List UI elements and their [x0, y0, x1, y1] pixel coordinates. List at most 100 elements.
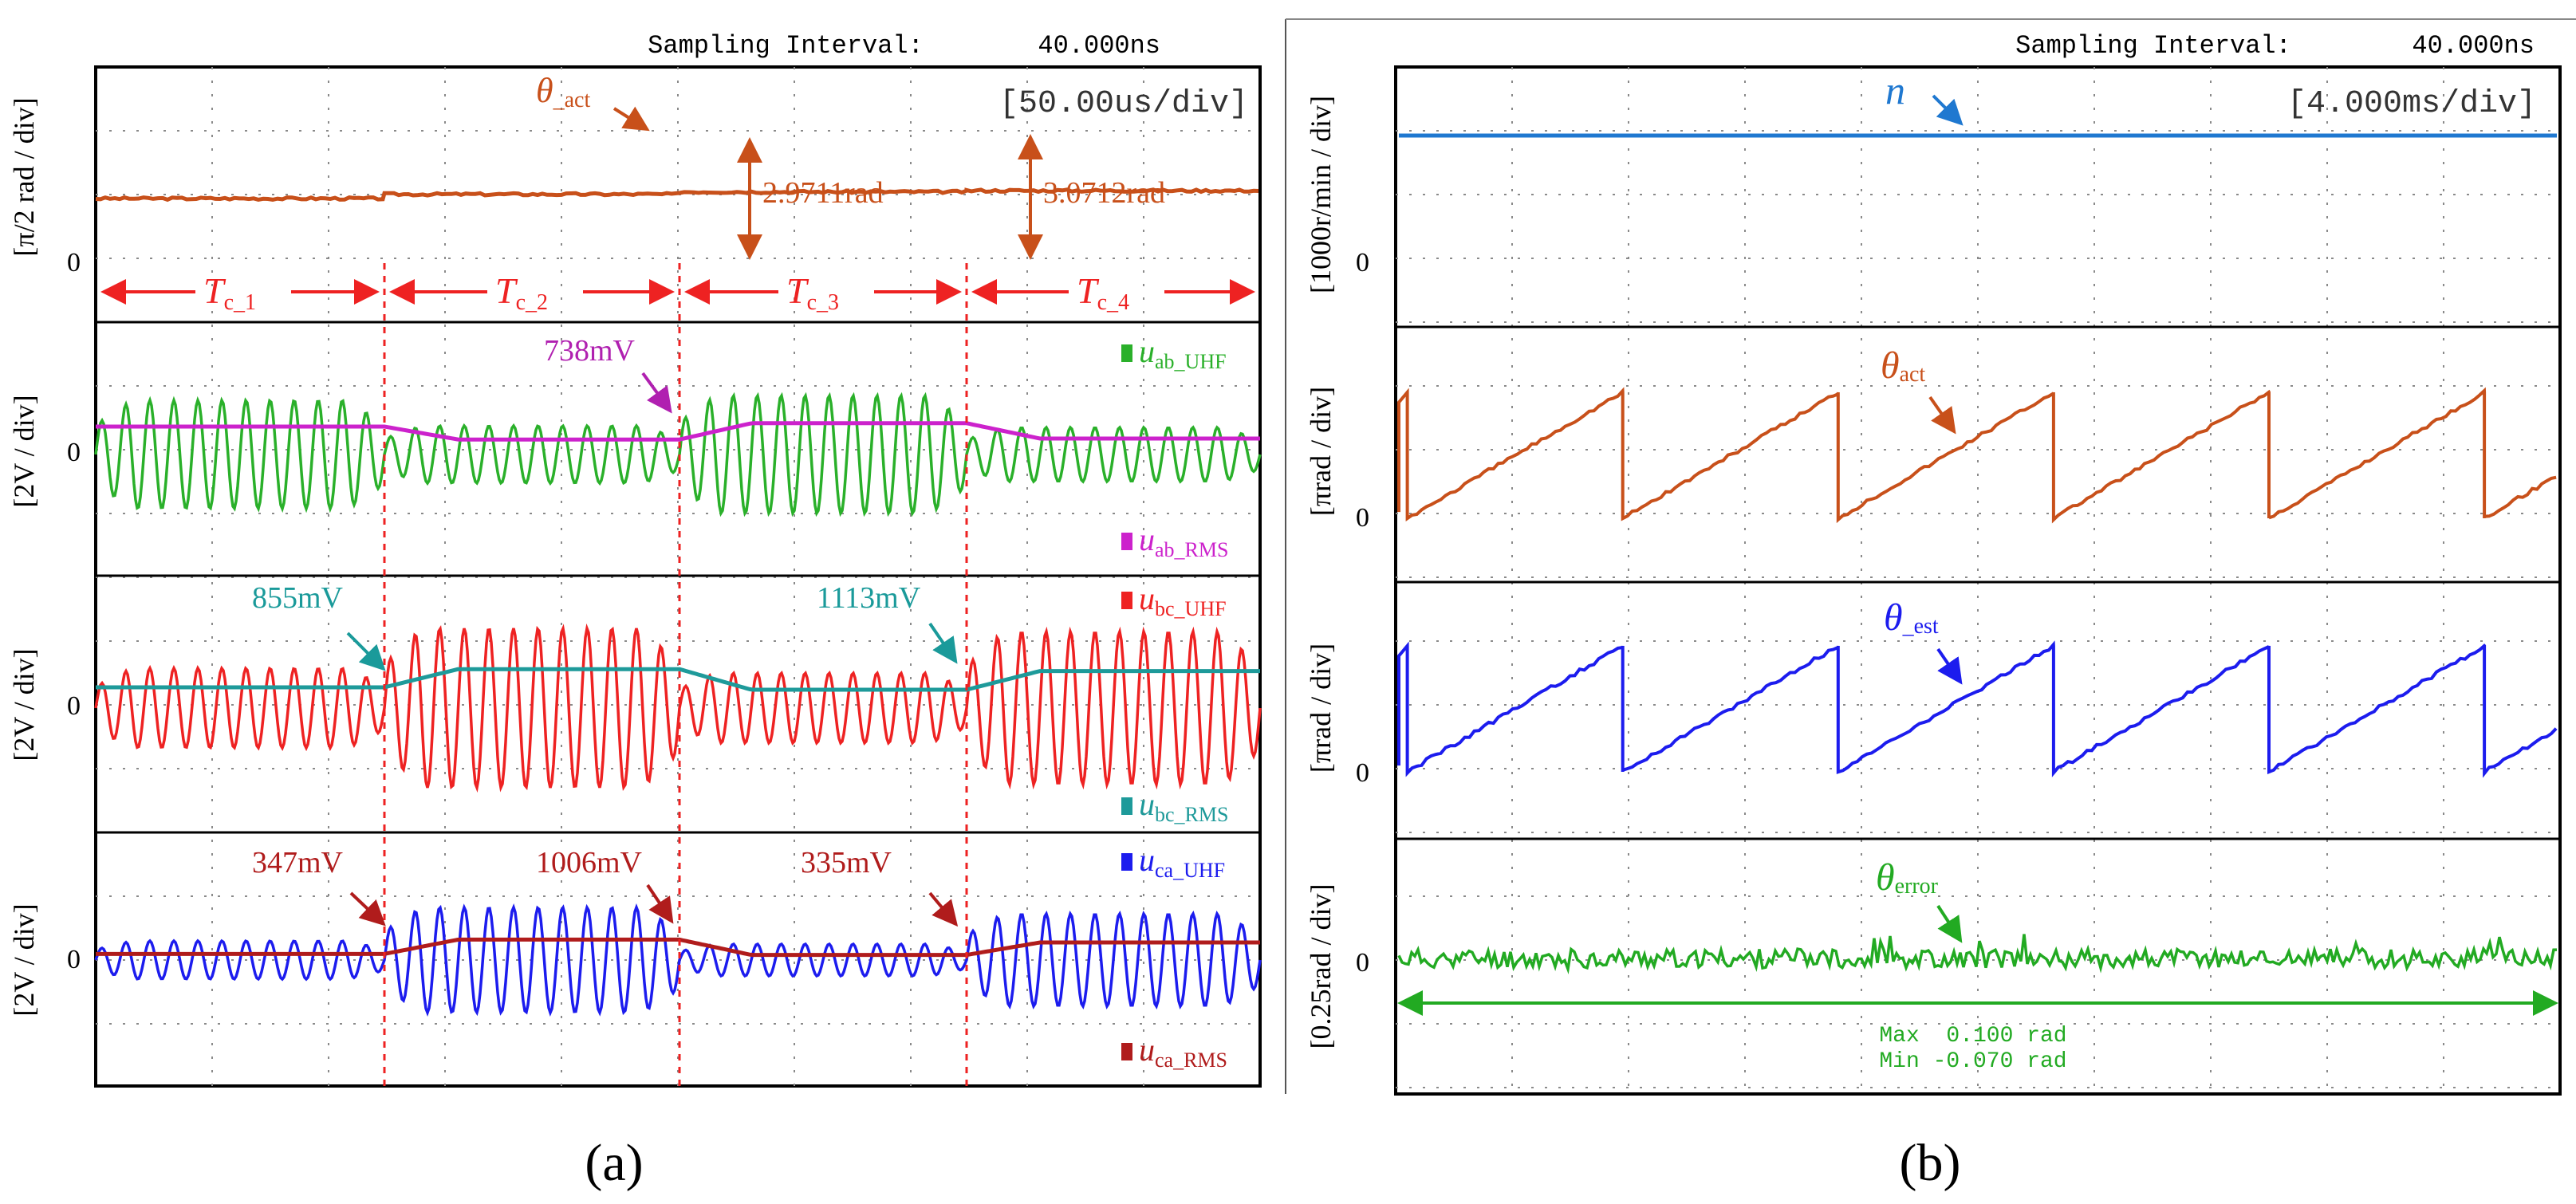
period-label-sub: c_3: [807, 290, 839, 315]
period-label-base: T: [1077, 270, 1100, 311]
legend-uca-uhf: uca_UHF: [1121, 842, 1225, 882]
period-markers: [383, 263, 968, 1086]
legend-uab-uhf-text: uab_UHF: [1139, 333, 1227, 373]
arrow-theta-est: [1936, 647, 1963, 685]
label-theta-error: θerror: [1876, 856, 1939, 899]
label-theta-est-sub: _est: [1902, 614, 1939, 639]
arrow-speed-n: [1932, 94, 1964, 126]
legend-uab-rms: uab_RMS: [1121, 521, 1228, 561]
period-label-4: Tc_4: [1077, 270, 1129, 315]
annotation-855mv: 855mV: [252, 581, 344, 615]
zero-label-theta-act: 0: [67, 248, 81, 277]
period-label-sub: c_4: [1097, 290, 1129, 315]
trace-u-ca-rms: [96, 937, 1260, 958]
trace-theta-act-a: [95, 187, 1259, 203]
label-theta-error-sub: error: [1895, 874, 1939, 899]
legend-ubc-uhf-text: ubc_UHF: [1139, 580, 1227, 620]
legend-uab-rms-swatch: [1121, 533, 1132, 550]
trace-theta-act-b: [1397, 387, 2557, 524]
panel-a: Sampling Interval: 40.000ns [50.00us/div…: [8, 31, 1262, 1192]
period-label-base: T: [203, 270, 226, 311]
annotation-335mv: 335mV: [801, 846, 892, 879]
measure-label-1: 2.9711rad: [762, 176, 884, 210]
legend-uca-rms-text: uca_RMS: [1139, 1032, 1227, 1072]
measure-label-2: 3.0712rad: [1043, 176, 1165, 210]
annotation-347mv: 347mV: [252, 846, 344, 879]
panel-b-traces: [1397, 133, 2558, 974]
period-label-2: Tc_2: [495, 270, 548, 315]
ylabel-speed: [1000r/min / div]: [1305, 96, 1337, 293]
arrow-855mv: [346, 632, 386, 671]
trace-theta-error: [1397, 934, 2558, 974]
annotation-1113mv: 1113mV: [817, 581, 921, 615]
panel-a-timebase: [50.00us/div]: [999, 86, 1248, 122]
period-label-base: T: [495, 270, 518, 311]
arrow-theta-error: [1936, 904, 1963, 943]
trace-u-bc-uhf: [94, 623, 1262, 793]
legend-ubc-uhf-sub: bc_UHF: [1155, 597, 1227, 620]
error-stat-min: Min -0.070 rad: [1879, 1049, 2066, 1074]
trace-u-bc-rms: [96, 667, 1260, 692]
label-theta-act-b-sub: act: [1900, 362, 1926, 387]
legend-uab-uhf: uab_UHF: [1121, 333, 1227, 373]
ylabel-uab: [2V / div]: [8, 395, 40, 507]
zero-label-speed: 0: [1356, 248, 1369, 277]
legend-uca-rms-sub: ca_RMS: [1155, 1049, 1227, 1072]
legend-uab-uhf-sub: ab_UHF: [1155, 350, 1227, 373]
legend-ubc-rms: ubc_RMS: [1121, 786, 1228, 826]
period-label-sub: c_2: [516, 290, 548, 315]
period-label-base: T: [786, 270, 809, 311]
legend-ubc-uhf-swatch: [1121, 592, 1132, 609]
ylabel-uca: [2V / div]: [8, 903, 40, 1016]
arrow-1006mv: [646, 883, 674, 924]
legend-ubc-uhf-base: u: [1139, 580, 1155, 616]
label-theta-error-base: θ: [1876, 856, 1895, 899]
label-theta-est: θ_est: [1884, 596, 1939, 639]
legend-uca-uhf-text: uca_UHF: [1139, 842, 1225, 882]
legend-ubc-rms-sub: bc_RMS: [1155, 803, 1228, 826]
panel-b-grid: [1396, 67, 2560, 1094]
annotation-1006mv: 1006mV: [536, 846, 643, 879]
arrow-347mv: [349, 891, 386, 927]
arrow-738mv: [641, 372, 672, 414]
label-theta-act-a-base: θ: [536, 71, 553, 110]
error-stat-max: Max 0.100 rad: [1879, 1024, 2066, 1049]
period-label-1: Tc_1: [203, 270, 256, 315]
annotation-738mv: 738mV: [544, 334, 636, 368]
panel-b: Sampling Interval: 40.000ns [4.000ms/div…: [1305, 31, 2562, 1192]
arrow-theta-act-b: [1928, 395, 1956, 435]
zero-label-theta-error: 0: [1356, 948, 1369, 978]
panel-a-sampling-label: Sampling Interval:: [648, 31, 924, 61]
ylabel-theta-act: [π/2 rad / div]: [8, 97, 40, 256]
panel-b-sampling-label: Sampling Interval:: [2015, 31, 2291, 61]
trace-theta-est: [1397, 640, 2558, 778]
period-label-sub: c_1: [224, 290, 256, 315]
legend-ubc-rms-swatch: [1121, 797, 1132, 815]
arrow-335mv: [928, 891, 959, 927]
legend-uca-rms: uca_RMS: [1121, 1032, 1227, 1072]
panel-a-grid: [96, 67, 1260, 1086]
legend-uab-uhf-base: u: [1139, 333, 1155, 369]
label-theta-est-base: θ: [1884, 596, 1903, 639]
zero-label-uca: 0: [67, 945, 81, 974]
legend-uab-rms-text: uab_RMS: [1139, 521, 1228, 561]
legend-uab-uhf-swatch: [1121, 344, 1132, 362]
panel-b-frame: [1394, 65, 2562, 1096]
label-theta-act-b: θact: [1881, 344, 1925, 387]
legend-uab-rms-sub: ab_RMS: [1155, 538, 1228, 561]
panel-b-sampling-value: 40.000ns: [2412, 31, 2535, 61]
legend-ubc-uhf: ubc_UHF: [1121, 580, 1227, 620]
legend-ubc-rms-text: ubc_RMS: [1139, 786, 1228, 826]
panel-b-label: (b): [1900, 1134, 1961, 1192]
label-speed-n: n: [1885, 68, 1905, 112]
zero-label-theta-act-b: 0: [1356, 503, 1369, 533]
period-labels: Tc_1 Tc_2 Tc_3 Tc_4: [100, 270, 1255, 315]
zero-label-uab: 0: [67, 438, 81, 467]
legend-uca-uhf-sub: ca_UHF: [1155, 859, 1225, 882]
panel-a-label: (a): [585, 1134, 643, 1192]
ylabel-theta-act-b: [πrad / div]: [1305, 387, 1337, 516]
arrow-theta-act-a: [612, 106, 650, 132]
panel-a-traces: [94, 187, 1262, 1017]
ylabel-theta-est: [πrad / div]: [1305, 643, 1337, 773]
